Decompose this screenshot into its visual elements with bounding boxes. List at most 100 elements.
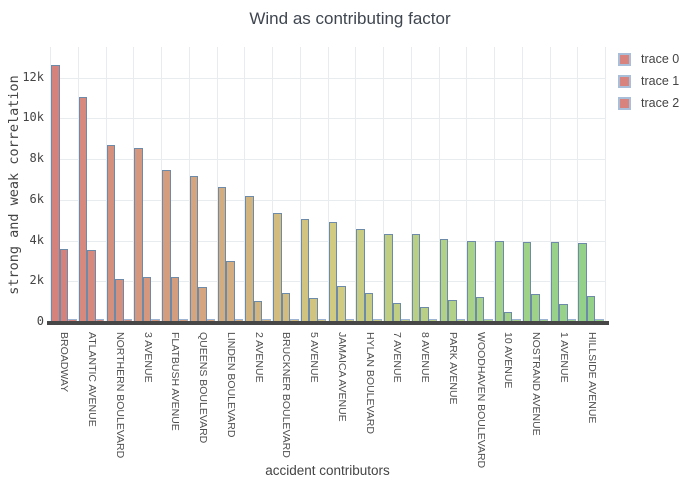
bar[interactable]: [51, 65, 60, 322]
gridline-horizontal: [50, 77, 605, 79]
gridline-vertical: [577, 47, 579, 322]
legend: trace 0 trace 1 trace 2: [618, 52, 679, 118]
bar[interactable]: [309, 298, 318, 322]
gridline-vertical: [466, 47, 468, 322]
gridline-vertical: [161, 47, 162, 322]
legend-swatch-icon: [618, 74, 631, 88]
gridline-vertical: [133, 47, 135, 322]
x-tick-label: 3 AVENUE: [141, 332, 154, 383]
gridline-vertical: [188, 47, 190, 322]
x-tick-label: HYLAN BOULEVARD: [363, 332, 376, 434]
gridline-vertical: [494, 47, 495, 322]
gridline-horizontal: [50, 118, 605, 120]
y-axis-title: strong and weak correlation: [6, 75, 22, 295]
x-tick-label: FLATBUSH AVENUE: [169, 332, 182, 431]
x-tick-label: 2 AVENUE: [252, 332, 265, 383]
bar[interactable]: [467, 240, 476, 322]
bar[interactable]: [550, 242, 560, 322]
gridline-vertical: [299, 47, 301, 322]
bar[interactable]: [495, 241, 504, 322]
bar[interactable]: [253, 300, 263, 322]
y-tick-label: 0: [36, 314, 44, 328]
gridline-horizontal: [50, 159, 605, 161]
bar[interactable]: [439, 239, 449, 322]
gridline-vertical: [549, 47, 551, 322]
y-tick-label: 2k: [29, 273, 44, 288]
gridline-vertical: [521, 47, 523, 322]
bar[interactable]: [106, 144, 116, 322]
legend-item-trace-0[interactable]: trace 0: [618, 52, 679, 66]
bar[interactable]: [392, 303, 402, 322]
bar[interactable]: [586, 295, 596, 322]
x-tick-label: BRUCKNER BOULEVARD: [280, 332, 293, 458]
bar[interactable]: [384, 233, 393, 322]
x-axis-line: [47, 321, 609, 325]
bar[interactable]: [226, 261, 235, 322]
plot-area: [50, 47, 606, 322]
gridline-vertical: [105, 47, 107, 322]
x-tick-label: WOODHAVEN BOULEVARD: [474, 332, 487, 469]
gridline-vertical: [216, 47, 218, 322]
bar[interactable]: [281, 293, 291, 322]
gridline-vertical: [50, 47, 51, 322]
bar[interactable]: [273, 213, 282, 322]
bar[interactable]: [337, 286, 346, 322]
legend-swatch-icon: [618, 52, 631, 66]
gridline-vertical: [605, 47, 606, 322]
bar[interactable]: [59, 249, 69, 322]
bar[interactable]: [356, 229, 365, 322]
bar[interactable]: [115, 278, 124, 322]
chart-title: Wind as contributing factor: [249, 9, 451, 28]
gridline-vertical: [327, 47, 329, 322]
bar[interactable]: [420, 306, 429, 322]
legend-label: trace 1: [641, 74, 680, 88]
x-tick-label: 1 AVENUE: [557, 332, 570, 383]
bar[interactable]: [245, 195, 254, 322]
bar[interactable]: [162, 170, 171, 322]
y-tick-label: 8k: [29, 151, 44, 166]
gridline-vertical: [244, 47, 246, 322]
gridline-horizontal: [50, 240, 605, 242]
gridline-vertical: [410, 47, 412, 322]
x-tick-label: BROADWAY: [58, 332, 71, 393]
bar[interactable]: [170, 277, 180, 322]
bar[interactable]: [87, 250, 96, 322]
bar[interactable]: [364, 292, 374, 322]
x-tick-label: QUEENS BOULEVARD: [197, 332, 210, 444]
x-tick-label: PARK AVENUE: [446, 332, 459, 405]
bar[interactable]: [475, 296, 485, 322]
y-tick-label: 12k: [22, 69, 44, 84]
legend-swatch-icon: [618, 96, 631, 110]
bar[interactable]: [522, 241, 532, 322]
x-tick-label: 10 AVENUE: [502, 332, 515, 389]
bar[interactable]: [531, 294, 540, 322]
bar[interactable]: [300, 219, 310, 322]
x-tick-label: 7 AVENUE: [391, 332, 404, 383]
bar[interactable]: [559, 304, 568, 322]
bar[interactable]: [411, 234, 421, 322]
gridline-vertical: [383, 47, 384, 322]
gridline-horizontal: [50, 199, 605, 201]
y-tick-label: 4k: [29, 232, 44, 247]
gridline-vertical: [438, 47, 440, 322]
bar[interactable]: [198, 287, 207, 322]
x-tick-label: 8 AVENUE: [419, 332, 432, 383]
legend-item-trace-2[interactable]: trace 2: [618, 96, 679, 110]
x-tick-label: ATLANTIC AVENUE: [86, 332, 99, 427]
x-tick-label: NORTHERN BOULEVARD: [113, 332, 126, 459]
bar[interactable]: [217, 186, 227, 322]
gridline-vertical: [77, 47, 79, 322]
x-tick-label: 5 AVENUE: [308, 332, 321, 383]
legend-item-trace-1[interactable]: trace 1: [618, 74, 679, 88]
bar[interactable]: [328, 221, 338, 322]
bar[interactable]: [189, 176, 199, 322]
bar[interactable]: [78, 96, 88, 322]
y-tick-label: 10k: [22, 110, 44, 125]
bar[interactable]: [134, 148, 143, 322]
bar[interactable]: [578, 242, 587, 322]
x-tick-label: HILLSIDE AVENUE: [585, 332, 598, 424]
legend-label: trace 0: [641, 52, 680, 66]
bar[interactable]: [142, 277, 152, 322]
bar[interactable]: [448, 300, 457, 322]
